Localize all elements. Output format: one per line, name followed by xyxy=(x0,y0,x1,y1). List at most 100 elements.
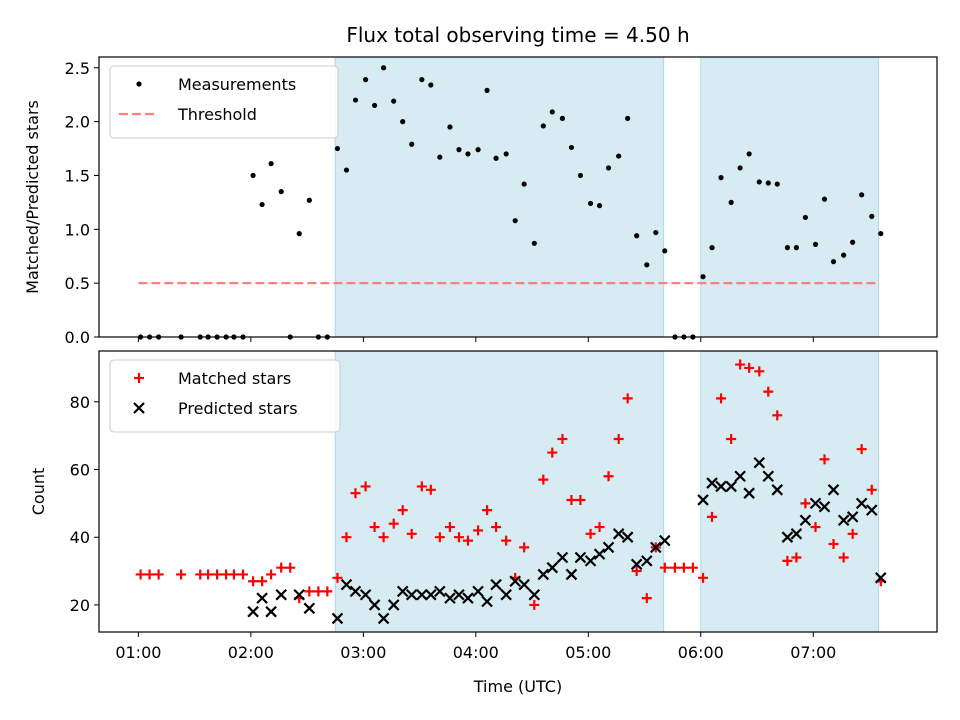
chart-title: Flux total observing time = 4.50 h xyxy=(346,23,689,47)
predicted-star-point xyxy=(293,588,305,601)
matched-star-point xyxy=(613,434,624,445)
matched-star-point xyxy=(388,518,399,529)
measurement-point xyxy=(531,240,537,246)
predicted-star-point xyxy=(349,585,362,598)
measurement-point xyxy=(850,239,856,245)
measurement-point xyxy=(587,200,594,207)
matched-star-point xyxy=(248,576,259,587)
bottom-shaded-interval xyxy=(334,350,665,633)
predicted-star-point xyxy=(593,548,606,560)
measurement-point xyxy=(625,115,631,121)
matched-star-point xyxy=(575,494,586,505)
matched-star-point xyxy=(519,542,530,553)
measurement-point xyxy=(812,241,819,247)
legend-label: Predicted stars xyxy=(178,399,298,418)
measurement-point xyxy=(465,151,471,157)
measurement-point xyxy=(765,180,771,186)
matched-star-point xyxy=(529,599,540,610)
predicted-star-point xyxy=(706,477,718,489)
predicted-star-point xyxy=(396,585,409,598)
matched-star-point xyxy=(622,393,633,404)
x-tick-label: 05:00 xyxy=(565,643,611,662)
measurement-point xyxy=(268,161,274,167)
matched-star-point xyxy=(763,386,774,397)
predicted-star-point xyxy=(275,588,288,601)
bottom-shaded-interval xyxy=(700,350,880,633)
predicted-star-point xyxy=(697,494,709,506)
matched-star-point xyxy=(212,569,223,580)
measurement-point xyxy=(774,181,780,187)
measurement-point xyxy=(540,123,546,129)
measurement-point xyxy=(278,189,284,195)
matched-star-point xyxy=(304,586,315,597)
measurement-point xyxy=(475,147,481,153)
measurement-point xyxy=(596,203,603,209)
matched-star-point xyxy=(594,522,605,533)
predicted-star-point xyxy=(621,531,634,543)
predicted-star-point xyxy=(444,592,456,604)
measurement-point xyxy=(784,245,790,251)
bottom-panel: 20 40 60 80 01:00 02:00 03:00 04:00 05:00 06:00 07… xyxy=(29,350,938,662)
matched-star-point xyxy=(687,562,698,573)
measurement-point xyxy=(634,233,640,239)
measurement-point xyxy=(559,115,566,121)
measurement-point xyxy=(605,165,612,171)
matched-star-point xyxy=(678,562,689,573)
top-shaded-interval xyxy=(334,56,665,338)
matched-star-point xyxy=(406,528,417,539)
measurement-point xyxy=(484,87,490,93)
measurement-point xyxy=(568,144,575,151)
predicted-star-point xyxy=(359,588,372,601)
matched-star-point xyxy=(782,555,793,566)
top-y-tick-label: 1.0 xyxy=(65,220,90,239)
predicted-star-point xyxy=(416,588,428,601)
matched-star-point xyxy=(735,359,746,370)
predicted-star-point xyxy=(387,599,400,611)
matched-star-point xyxy=(726,434,737,445)
matched-star-point xyxy=(566,494,577,505)
measurement-point xyxy=(653,229,659,236)
matched-star-point xyxy=(585,528,596,539)
predicted-star-point xyxy=(753,456,766,469)
top-y-tick-label: 0.0 xyxy=(65,328,90,347)
x-tick-label: 03:00 xyxy=(340,643,386,662)
predicted-star-point xyxy=(340,578,353,591)
predicted-star-point xyxy=(405,588,418,601)
matched-star-point xyxy=(453,532,464,543)
x-axis-label: Time (UTC) xyxy=(473,677,562,696)
matched-star-point xyxy=(276,562,287,573)
measurement-point xyxy=(793,245,799,251)
predicted-star-point xyxy=(809,497,822,510)
measurement-point xyxy=(577,172,584,179)
matched-star-point xyxy=(444,522,455,533)
predicted-star-point xyxy=(650,541,662,554)
bottom-series-matched-stars xyxy=(135,359,886,610)
measurement-point xyxy=(821,196,828,202)
matched-star-point xyxy=(716,393,727,404)
top-axes-frame xyxy=(98,56,938,338)
predicted-star-point xyxy=(265,605,277,618)
predicted-star-point xyxy=(256,592,268,604)
measurement-point xyxy=(869,213,875,219)
matched-star-point xyxy=(332,572,343,583)
measurement-point xyxy=(493,155,499,161)
measurement-point xyxy=(662,248,668,254)
matched-star-point xyxy=(547,447,558,458)
matched-star-point xyxy=(203,569,214,580)
matched-star-point xyxy=(462,535,473,546)
matched-star-point xyxy=(473,525,484,536)
bottom-legend: Matched stars Predicted stars xyxy=(109,359,341,433)
matched-star-point xyxy=(800,498,811,509)
measurement-point xyxy=(428,82,434,88)
matched-star-point xyxy=(434,532,445,543)
matched-star-point xyxy=(360,481,371,492)
predicted-star-point xyxy=(641,555,653,567)
matched-star-point xyxy=(744,362,755,373)
measurement-point xyxy=(371,102,378,109)
measurement-point xyxy=(362,77,369,83)
top-y-axis-label: Matched/Predicted stars xyxy=(23,100,42,294)
measurement-point xyxy=(718,175,724,181)
predicted-star-point xyxy=(762,470,775,483)
predicted-star-point xyxy=(481,595,493,608)
